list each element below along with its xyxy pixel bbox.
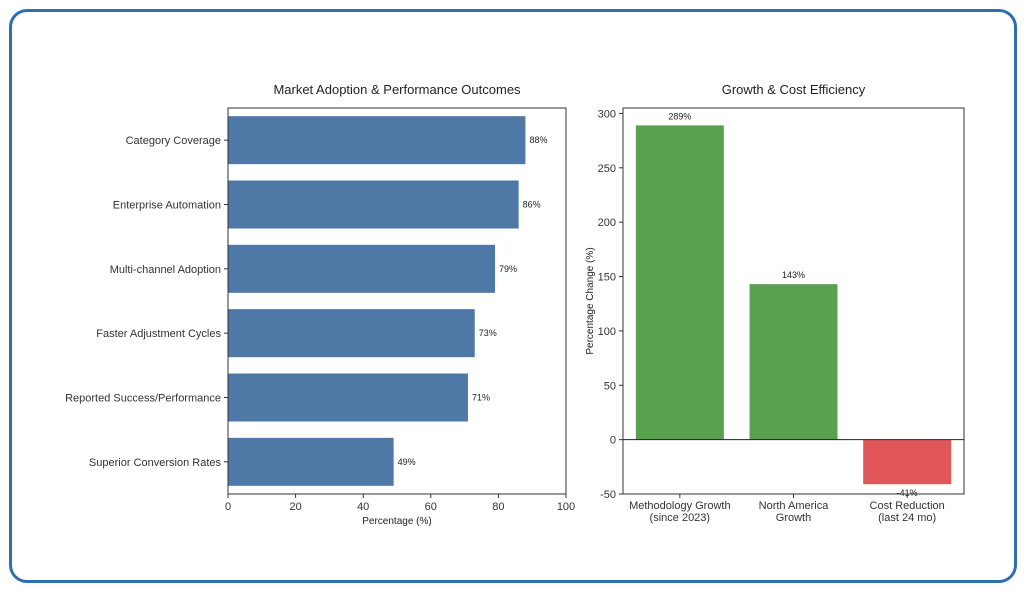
- data-label-0: 289%: [668, 111, 691, 121]
- y-tick-label-1: Enterprise Automation: [113, 200, 221, 212]
- bar-5: [228, 437, 394, 486]
- bar-4: [228, 373, 468, 422]
- y-tick-label-3: Faster Adjustment Cycles: [96, 328, 221, 340]
- data-label-0: 88%: [529, 135, 547, 145]
- y-tick-label-5: Superior Conversion Rates: [89, 457, 222, 469]
- x-tick-label-4: 80: [492, 501, 504, 513]
- data-label-2: -41%: [897, 488, 918, 498]
- bar-2: [863, 439, 952, 485]
- right-chart-title: Growth & Cost Efficiency: [722, 82, 866, 97]
- y-tick-label-1: 0: [610, 435, 616, 447]
- y-tick-label-6: 250: [598, 163, 616, 175]
- x-tick-label-1-0: North America: [759, 500, 830, 512]
- y-tick-label-0: -50: [600, 489, 616, 501]
- x-tick-label-0-0: Methodology Growth: [629, 500, 731, 512]
- data-label-1: 143%: [782, 270, 805, 280]
- bar-1: [749, 284, 838, 440]
- y-tick-label-3: 100: [598, 326, 616, 338]
- y-tick-label-7: 300: [598, 108, 616, 120]
- data-label-1: 86%: [523, 200, 541, 210]
- y-tick-label-0: Category Coverage: [126, 135, 221, 147]
- y-tick-label-4: 150: [598, 272, 616, 284]
- x-axis-label: Percentage (%): [362, 516, 431, 527]
- data-label-4: 71%: [472, 393, 490, 403]
- x-tick-label-1-1: Growth: [776, 512, 811, 524]
- data-label-2: 79%: [499, 264, 517, 274]
- y-tick-label-2: Multi-channel Adoption: [110, 264, 221, 276]
- x-tick-label-2: 40: [357, 501, 369, 513]
- x-tick-label-2-0: Cost Reduction: [870, 500, 945, 512]
- left-plot-frame: [227, 107, 567, 495]
- x-tick-label-2-1: (last 24 mo): [878, 512, 936, 524]
- bar-2: [228, 244, 496, 293]
- x-tick-label-0: 0: [225, 501, 231, 513]
- x-tick-label-5: 100: [557, 501, 575, 513]
- bar-1: [228, 180, 519, 229]
- card-frame: [9, 9, 1017, 583]
- left-chart-title: Market Adoption & Performance Outcomes: [273, 82, 521, 97]
- bar-0: [228, 116, 526, 165]
- bar-3: [228, 309, 475, 358]
- x-tick-label-3: 60: [425, 501, 437, 513]
- y-tick-label-2: 50: [604, 380, 616, 392]
- data-label-3: 73%: [479, 328, 497, 338]
- y-tick-label-4: Reported Success/Performance: [65, 393, 221, 405]
- x-tick-label-0-1: (since 2023): [650, 512, 711, 524]
- y-tick-label-5: 200: [598, 217, 616, 229]
- y-axis-label: Percentage Change (%): [585, 247, 596, 354]
- right-plot-frame: [622, 107, 965, 495]
- x-tick-label-1: 20: [289, 501, 301, 513]
- data-label-5: 49%: [398, 457, 416, 467]
- bar-0: [635, 125, 724, 440]
